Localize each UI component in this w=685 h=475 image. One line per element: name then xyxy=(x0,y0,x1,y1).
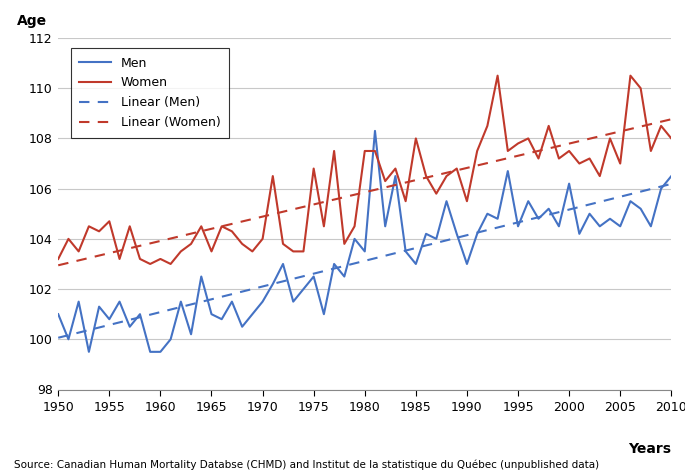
Line: Women: Women xyxy=(58,76,671,264)
Linear (Men) xyxy=(197,299,205,304)
Men xyxy=(443,199,451,204)
Legend: Men, Women, Linear (Men), Linear (Women): Men, Women, Linear (Men), Linear (Women) xyxy=(71,48,229,138)
Text: Years: Years xyxy=(628,442,671,456)
Women xyxy=(432,191,440,197)
Linear (Men) xyxy=(422,243,430,248)
Men xyxy=(667,173,675,179)
Women xyxy=(606,135,614,141)
Linear (Men) xyxy=(586,201,594,207)
Text: Source: Canadian Human Mortality Databse (CHMD) and Institut de la statistique d: Source: Canadian Human Mortality Databse… xyxy=(14,460,599,470)
Women xyxy=(146,261,154,267)
Linear (Women) xyxy=(667,116,675,122)
Linear (Men) xyxy=(269,281,277,287)
Women xyxy=(391,166,399,171)
Men xyxy=(606,216,614,222)
Text: Age: Age xyxy=(17,15,47,28)
Men xyxy=(279,261,287,267)
Women xyxy=(54,256,62,262)
Linear (Women) xyxy=(381,185,389,190)
Line: Men: Men xyxy=(58,131,671,352)
Men xyxy=(401,248,410,254)
Linear (Women) xyxy=(54,263,62,268)
Men xyxy=(371,128,379,134)
Women xyxy=(279,241,287,247)
Men xyxy=(208,311,216,317)
Women xyxy=(667,135,675,141)
Women xyxy=(493,73,501,78)
Women xyxy=(208,248,216,254)
Men xyxy=(54,311,62,317)
Linear (Men) xyxy=(54,335,62,341)
Linear (Women) xyxy=(197,228,205,234)
Linear (Women) xyxy=(586,136,594,142)
Women xyxy=(187,241,195,247)
Linear (Women) xyxy=(422,175,430,180)
Linear (Women) xyxy=(269,211,277,217)
Line: Linear (Men): Linear (Men) xyxy=(58,184,671,338)
Linear (Men) xyxy=(177,304,185,310)
Linear (Men) xyxy=(381,253,389,258)
Linear (Men) xyxy=(667,181,675,187)
Linear (Women) xyxy=(177,233,185,239)
Men xyxy=(187,332,195,337)
Men xyxy=(85,349,93,355)
Line: Linear (Women): Linear (Women) xyxy=(58,119,671,266)
